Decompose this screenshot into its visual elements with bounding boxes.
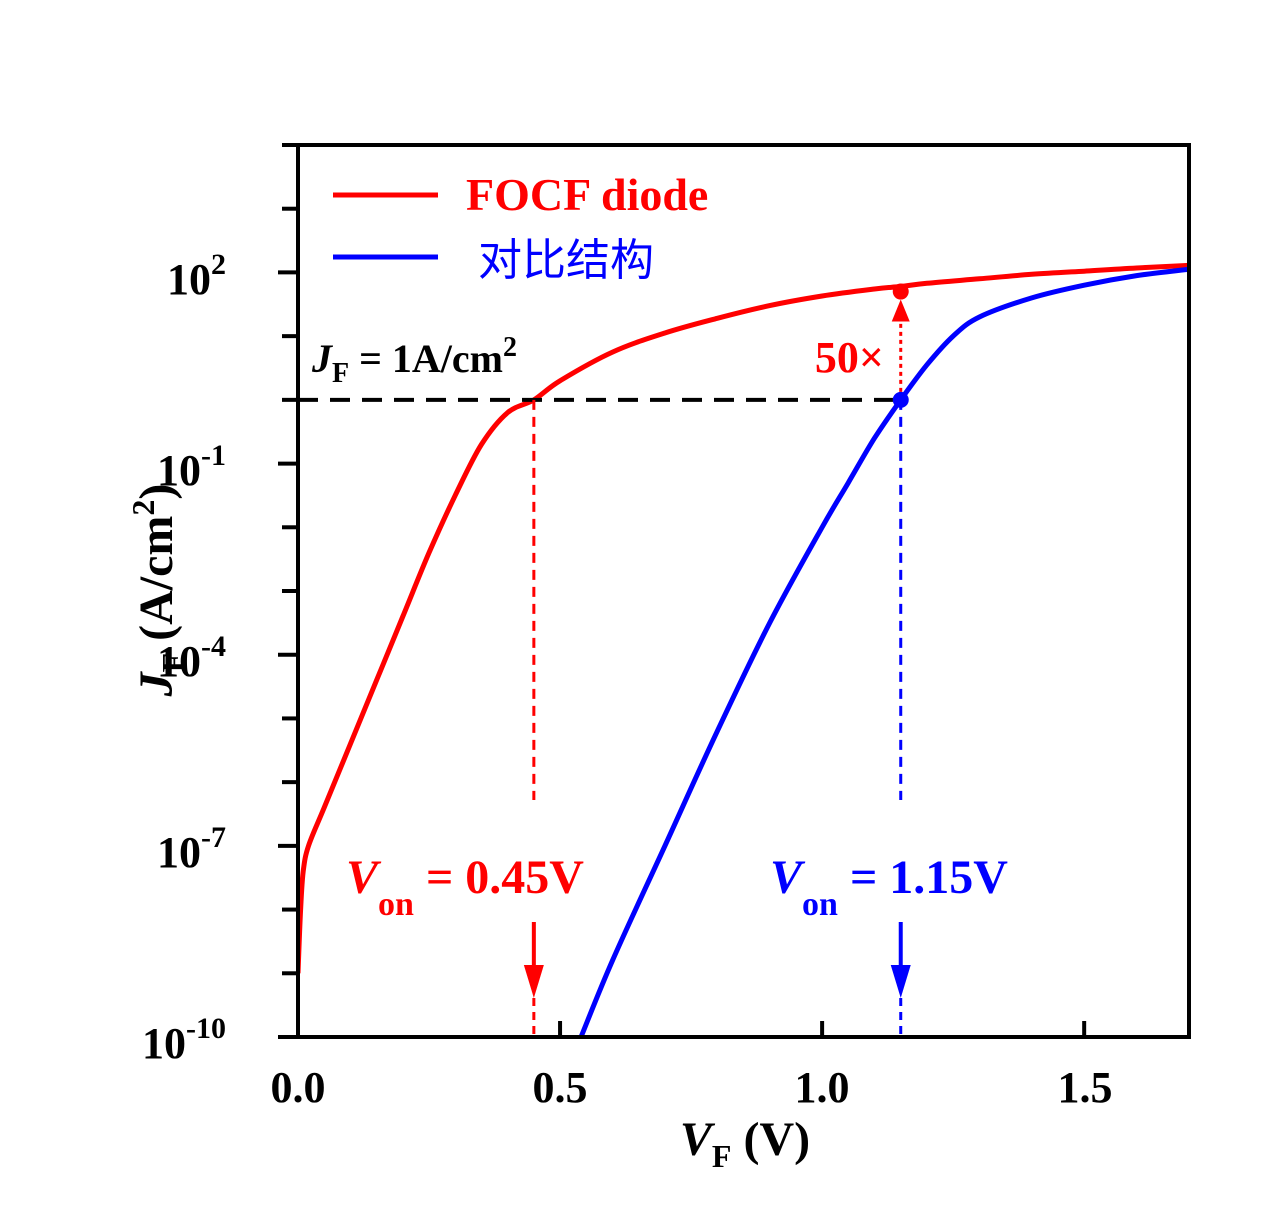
ratio-arrow-up-icon: [891, 299, 910, 322]
x-tick-label: 0.0: [271, 1063, 326, 1112]
x-tick-label: 1.5: [1058, 1063, 1113, 1112]
von-label-045: Von = 0.45V: [346, 851, 584, 923]
von-label-115: Von = 1.15V: [770, 851, 1008, 923]
arrow-down-blue-icon: [890, 965, 911, 998]
arrow-down-red-icon: [523, 965, 544, 998]
x-axis-ticks: [296, 1021, 1087, 1037]
x-axis-label: VF (V): [680, 1113, 810, 1174]
y-tick-label: 10-1: [157, 439, 226, 495]
ratio-label: 50×: [815, 333, 884, 382]
y-tick-label: 10-4: [157, 630, 226, 686]
data-dot-comparison: [892, 391, 909, 408]
y-axis-ticks: [278, 143, 298, 1039]
legend-label-focf: FOCF diode: [466, 169, 708, 220]
y-tick-label: 10-7: [157, 821, 226, 877]
series-line-focf-diode: [298, 262, 1189, 974]
x-tick-label: 1.0: [795, 1063, 850, 1112]
y-tick-label: 102: [167, 248, 226, 304]
data-dot-focf: [892, 283, 909, 300]
reference-line-label: JF = 1A/cm2: [311, 332, 517, 389]
y-tick-label: 10-10: [142, 1012, 226, 1068]
x-tick-label: 0.5: [533, 1063, 588, 1112]
series-line-comparison: [578, 266, 1189, 1037]
legend-label-comparison: 对比结构: [478, 235, 654, 286]
y-axis-label: JF (A/cm2): [125, 484, 191, 698]
